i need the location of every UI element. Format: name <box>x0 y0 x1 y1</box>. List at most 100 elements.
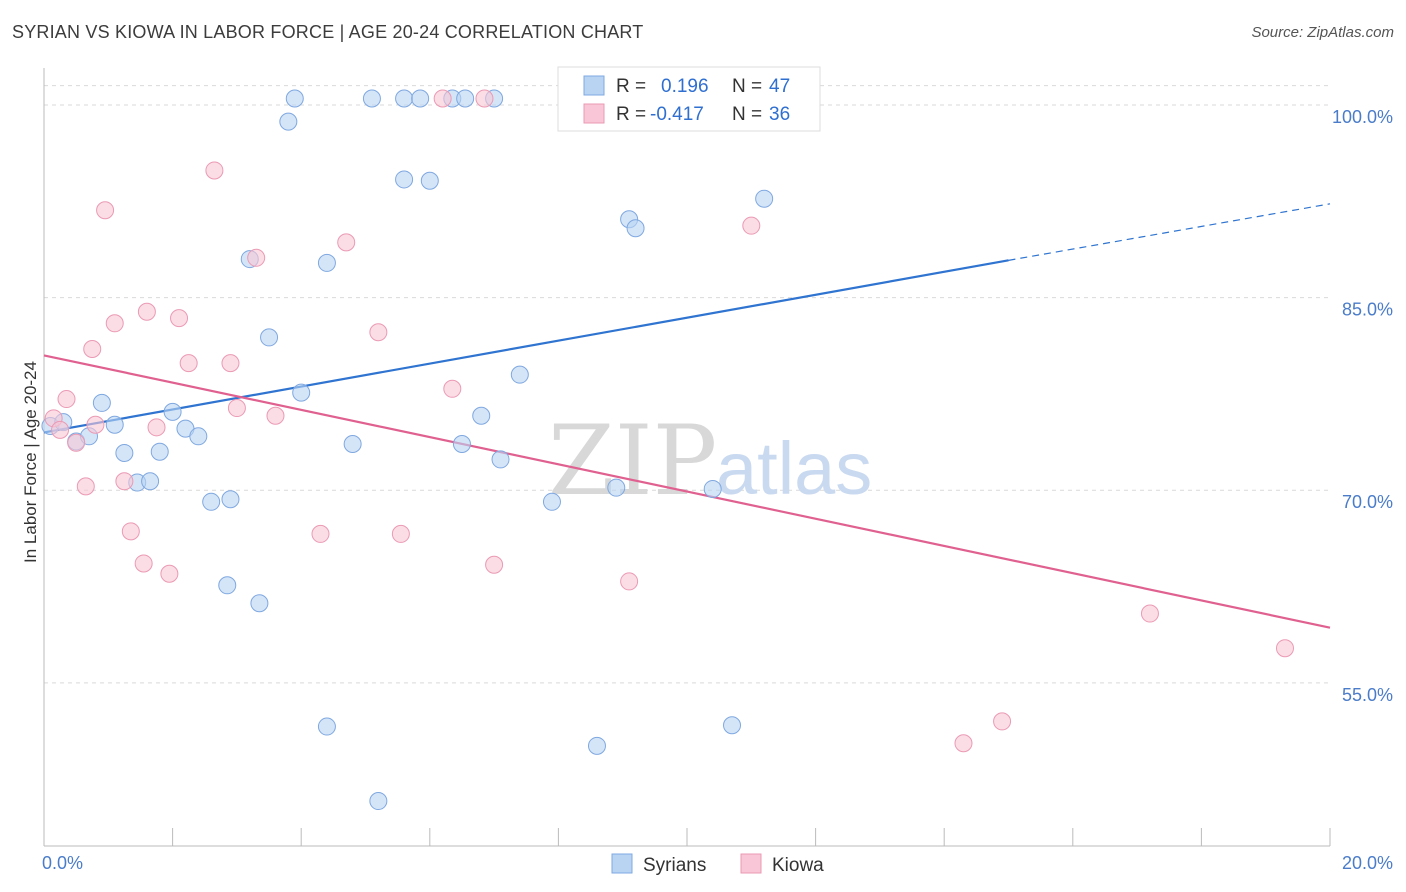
data-point-syrians <box>452 435 471 454</box>
data-point-syrians <box>420 171 439 190</box>
data-point-kiowa <box>160 564 179 583</box>
data-point-syrians <box>202 492 221 511</box>
data-point-kiowa <box>105 314 124 333</box>
x-tick-label: 20.0% <box>1342 853 1393 873</box>
data-point-syrians <box>218 576 237 595</box>
data-point-syrians <box>317 253 336 272</box>
data-point-syrians <box>189 427 208 446</box>
legend-bottom-label-syrians: Syrians <box>643 855 706 876</box>
data-point-syrians <box>587 736 606 755</box>
data-point-syrians <box>456 89 475 108</box>
data-point-kiowa <box>96 201 115 220</box>
data-point-syrians <box>362 89 381 108</box>
legend-bottom-swatch-syrians <box>611 853 633 874</box>
data-point-kiowa <box>115 472 134 491</box>
data-point-syrians <box>607 478 626 497</box>
legend-stats: R = 0.196 N = 47 R = -0.417 N = 36 <box>557 66 821 132</box>
data-point-syrians <box>317 717 336 736</box>
watermark-atlas: atlas <box>716 427 872 510</box>
legend-n-value-syrians: 47 <box>769 76 790 97</box>
data-point-kiowa <box>369 323 388 342</box>
legend-r-value-kiowa: -0.417 <box>650 104 704 125</box>
y-tick-label: 70.0% <box>1342 492 1393 512</box>
y-tick-label: 55.0% <box>1342 685 1393 705</box>
data-point-syrians <box>369 792 388 811</box>
data-point-kiowa <box>391 524 410 543</box>
data-point-syrians <box>260 328 279 347</box>
data-point-kiowa <box>433 89 452 108</box>
data-point-syrians <box>150 442 169 461</box>
chart-title: SYRIAN VS KIOWA IN LABOR FORCE | AGE 20-… <box>12 22 644 42</box>
data-point-kiowa <box>76 477 95 496</box>
y-axis-label: In Labor Force | Age 20-24 <box>21 361 40 563</box>
data-point-kiowa <box>993 712 1012 731</box>
y-tick-label: 100.0% <box>1332 107 1393 127</box>
data-point-syrians <box>292 383 311 402</box>
legend-r-value-syrians: 0.196 <box>661 76 709 97</box>
data-point-kiowa <box>247 248 266 267</box>
legend-swatch-syrians <box>583 75 605 96</box>
data-point-kiowa <box>954 734 973 753</box>
data-point-kiowa <box>57 390 76 409</box>
data-point-kiowa <box>137 302 156 321</box>
data-point-kiowa <box>205 161 224 180</box>
data-point-syrians <box>250 594 269 613</box>
trend-line-syrians <box>43 259 1009 434</box>
data-point-kiowa <box>51 420 70 439</box>
data-point-syrians <box>343 435 362 454</box>
data-point-syrians <box>542 492 561 511</box>
legend-n-label-syrians: N = <box>732 76 762 97</box>
data-point-kiowa <box>443 379 462 398</box>
data-point-kiowa <box>475 89 494 108</box>
data-point-kiowa <box>620 572 639 591</box>
grid-lines <box>44 85 1330 684</box>
data-point-syrians <box>411 89 430 108</box>
data-point-syrians <box>755 189 774 208</box>
data-point-syrians <box>626 219 645 238</box>
chart-source: Source: ZipAtlas.com <box>1251 24 1394 41</box>
watermark: ZIP atlas <box>548 405 872 517</box>
data-point-kiowa <box>179 354 198 373</box>
data-point-syrians <box>723 716 742 735</box>
x-tick-label: 0.0% <box>42 853 83 873</box>
data-point-syrians <box>221 490 240 509</box>
legend-swatch-kiowa <box>583 103 605 124</box>
data-point-syrians <box>703 479 722 498</box>
data-point-syrians <box>395 170 414 189</box>
legend-bottom-swatch-kiowa <box>740 853 762 874</box>
data-point-kiowa <box>134 554 153 573</box>
data-point-syrians <box>92 393 111 412</box>
data-point-kiowa <box>485 555 504 574</box>
data-point-kiowa <box>1275 639 1294 658</box>
data-point-kiowa <box>337 233 356 252</box>
trend-line-kiowa <box>43 354 1331 629</box>
legend-n-label-kiowa: N = <box>732 104 762 125</box>
data-point-kiowa <box>1140 604 1159 623</box>
data-point-syrians <box>472 406 491 425</box>
axes: 100.0% 85.0% 70.0% 55.0% 0.0% 20.0% <box>42 68 1393 873</box>
data-point-kiowa <box>170 309 189 328</box>
data-point-kiowa <box>147 418 166 437</box>
trend-line-extension-syrians <box>1008 203 1331 261</box>
data-point-kiowa <box>311 524 330 543</box>
data-point-kiowa <box>86 415 105 434</box>
data-points <box>41 89 1294 811</box>
data-point-syrians <box>163 402 182 421</box>
legend-series: Syrians Kiowa <box>611 853 824 876</box>
data-point-syrians <box>395 89 414 108</box>
data-point-syrians <box>141 472 160 491</box>
data-point-kiowa <box>221 354 240 373</box>
legend-r-label-kiowa: R = <box>616 104 646 125</box>
data-point-syrians <box>510 365 529 384</box>
data-point-syrians <box>115 444 134 462</box>
data-point-kiowa <box>266 406 285 425</box>
legend-n-value-kiowa: 36 <box>769 104 790 125</box>
legend-bottom-label-kiowa: Kiowa <box>772 855 824 876</box>
data-point-kiowa <box>83 339 102 358</box>
data-point-syrians <box>491 450 510 469</box>
data-point-kiowa <box>121 522 140 541</box>
data-point-kiowa <box>227 399 246 418</box>
data-point-kiowa <box>67 433 86 452</box>
data-point-syrians <box>285 89 304 108</box>
